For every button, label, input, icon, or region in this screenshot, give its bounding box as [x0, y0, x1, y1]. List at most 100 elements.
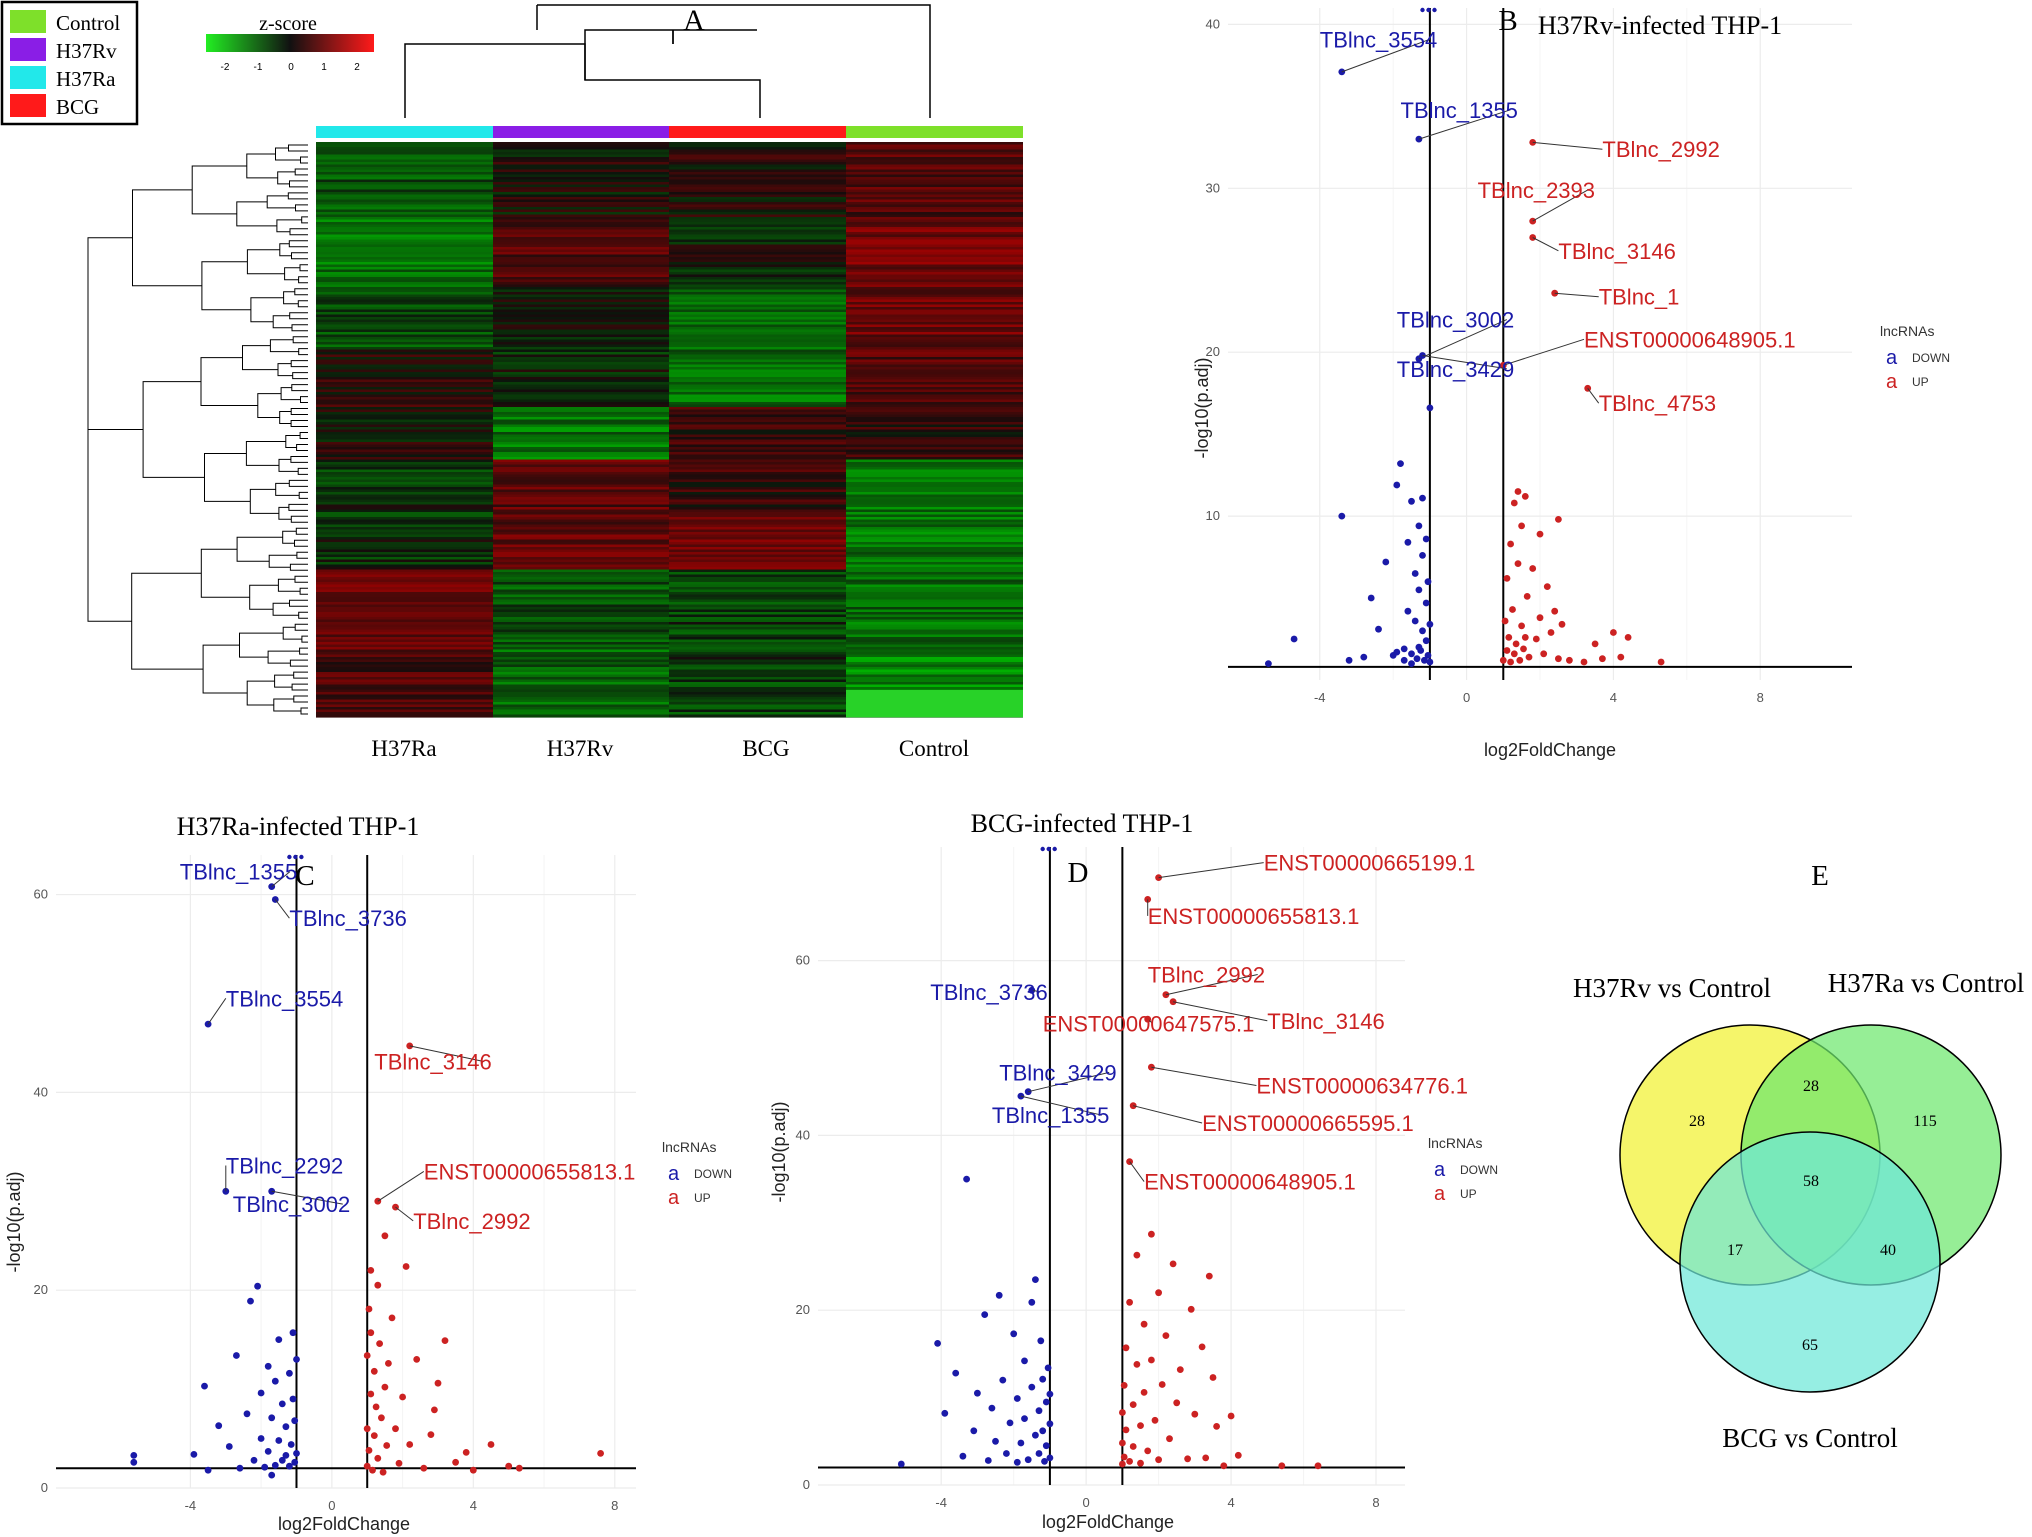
heatmap-cell	[316, 509, 493, 513]
heatmap-cell	[493, 624, 669, 628]
heatmap-cell	[669, 604, 846, 608]
label-leader-line	[271, 871, 291, 887]
heatmap-cell	[316, 602, 493, 606]
row-dendrogram-branch	[300, 707, 308, 715]
heatmap-cell	[316, 147, 493, 151]
data-point-down	[1400, 656, 1408, 664]
heatmap-cell	[669, 564, 846, 568]
heatmap-cell	[316, 647, 493, 651]
heatmap-cell	[493, 657, 669, 661]
heatmap-cell	[846, 339, 1023, 343]
heatmap-cell	[316, 397, 493, 401]
heatmap-cell	[846, 389, 1023, 393]
data-point-down	[1415, 522, 1423, 530]
heatmap-cell	[846, 409, 1023, 413]
heatmap-cell	[669, 472, 846, 476]
data-point-down	[278, 1456, 286, 1464]
heatmap-cell	[316, 532, 493, 536]
data-point-up	[1220, 1462, 1228, 1470]
row-dendrogram-branch	[266, 195, 296, 209]
heatmap-cell	[846, 379, 1023, 383]
heatmap-cell	[846, 237, 1023, 241]
heatmap-cell	[846, 507, 1023, 511]
data-point-down	[1424, 652, 1432, 659]
heatmap-cell	[316, 714, 493, 718]
heatmap-cell	[493, 559, 669, 563]
heatmap-cell	[316, 434, 493, 438]
x-axis-title: log2FoldChange	[1042, 1512, 1174, 1532]
heatmap-cell	[669, 644, 846, 648]
heatmap-cell	[316, 299, 493, 303]
heatmap-cell	[669, 709, 846, 713]
x-tick-label: 8	[1372, 1495, 1379, 1510]
heatmap-cell	[493, 504, 669, 508]
heatmap-cell	[669, 267, 846, 271]
label-leader-line	[1165, 974, 1258, 996]
heatmap-cell	[846, 462, 1023, 466]
x-tick-label: 0	[1083, 1495, 1090, 1510]
heatmap-cell	[669, 522, 846, 526]
heatmap-cell	[669, 577, 846, 581]
heatmap-cell	[669, 554, 846, 558]
data-point-down	[287, 1441, 295, 1448]
row-dendrogram-branch	[277, 363, 293, 377]
heatmap-cell	[846, 162, 1023, 166]
row-dendrogram-branch	[288, 240, 308, 248]
data-point-down	[250, 1456, 258, 1464]
data-point-down	[1426, 658, 1434, 666]
heatmap-cell	[493, 229, 669, 233]
heatmap-cell	[316, 624, 493, 628]
heatmap-cell	[493, 567, 669, 571]
data-point-up	[515, 1464, 523, 1472]
heatmap-cell	[316, 352, 493, 356]
data-point-down	[268, 1414, 276, 1422]
data-point-down	[1003, 1450, 1010, 1457]
data-point-down	[995, 1291, 1003, 1299]
heatmap-cell	[493, 439, 669, 443]
heatmap-cell	[669, 337, 846, 341]
column-colorbar-control	[846, 126, 1023, 138]
data-point-up	[363, 1352, 371, 1359]
data-point-up	[1191, 1410, 1199, 1418]
heatmap-cell	[846, 257, 1023, 261]
heatmap-cell	[316, 362, 493, 366]
y-tick-label: 40	[34, 1084, 48, 1099]
data-point-up	[1140, 1320, 1148, 1328]
row-dendrogram-branch	[246, 153, 278, 179]
heatmap-cell	[316, 249, 493, 253]
x-tick-label: 4	[1227, 1495, 1234, 1510]
data-point-up	[399, 1393, 406, 1401]
heatmap-cell	[669, 284, 846, 288]
heatmap-cell	[669, 217, 846, 221]
heatmap-cell	[669, 672, 846, 676]
venn-count-rv-ra: 28	[1803, 1078, 1819, 1095]
heatmap-cell	[846, 557, 1023, 561]
heatmap-cell	[846, 144, 1023, 148]
heatmap-cell	[669, 417, 846, 421]
y-tick-label: 0	[803, 1477, 810, 1492]
heatmap-cell	[316, 359, 493, 363]
heatmap-cell	[846, 524, 1023, 528]
heatmap-cell	[846, 534, 1023, 538]
heatmap-cell	[316, 507, 493, 511]
row-dendrogram-branch	[298, 611, 308, 619]
heatmap-cell	[316, 364, 493, 368]
heatmap-cell	[493, 317, 669, 321]
heatmap-cell	[669, 172, 846, 176]
row-dendrogram-branch	[282, 626, 302, 640]
heatmap-cell	[316, 172, 493, 176]
heatmap-cell	[846, 234, 1023, 238]
heatmap-cell	[669, 202, 846, 206]
heatmap-cell	[316, 267, 493, 271]
heatmap-cell	[846, 299, 1023, 303]
data-point-down	[981, 1311, 989, 1318]
heatmap-cell	[493, 212, 669, 216]
heatmap-cell	[846, 494, 1023, 498]
row-dendrogram-branch	[87, 333, 132, 622]
row-dendrogram-branch	[294, 539, 308, 547]
data-point-up	[1129, 1443, 1137, 1450]
data-point-down	[289, 1329, 297, 1337]
data-point-down	[130, 1458, 138, 1466]
heatmap-cell	[846, 564, 1023, 568]
heatmap-cell	[846, 484, 1023, 488]
